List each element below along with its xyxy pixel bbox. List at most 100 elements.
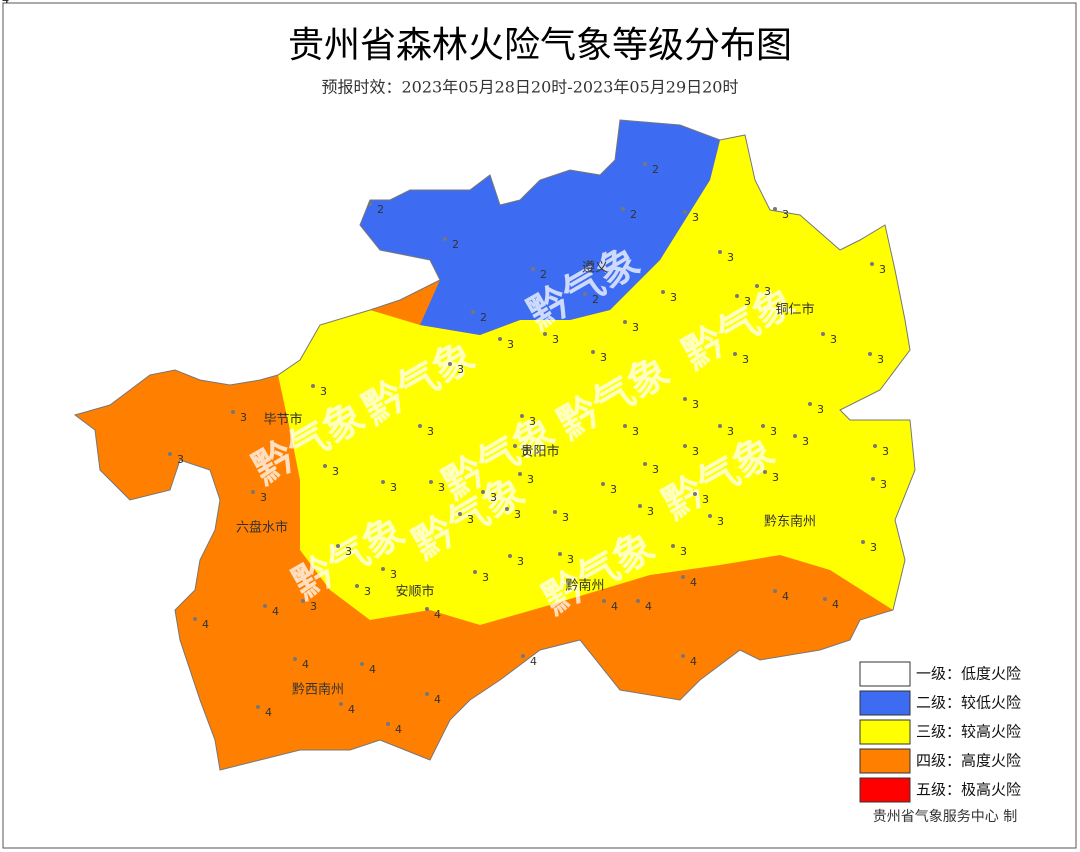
station-level: 2 xyxy=(592,293,599,306)
station-level: 4 xyxy=(395,723,402,736)
station-dot xyxy=(521,654,525,658)
station-dot xyxy=(735,294,739,298)
station-level: 2 xyxy=(377,203,384,216)
station-dot xyxy=(473,570,477,574)
station-level: 3 xyxy=(717,515,724,528)
station-dot xyxy=(870,262,874,266)
legend-swatch xyxy=(859,777,911,803)
station-dot xyxy=(425,692,429,696)
station-dot xyxy=(718,250,722,254)
station-dot xyxy=(193,617,197,621)
station-dot xyxy=(681,654,685,658)
station-level: 2 xyxy=(452,238,459,251)
station-level: 3 xyxy=(517,555,524,568)
legend-label: 二级：较低火险 xyxy=(916,694,1021,712)
station-level: 4 xyxy=(782,590,789,603)
station-dot xyxy=(531,267,535,271)
legend-swatch xyxy=(859,661,911,687)
station-dot xyxy=(458,512,462,516)
station-level: 4 xyxy=(434,693,441,706)
station-level: 3 xyxy=(670,291,677,304)
station-level: 4 xyxy=(611,600,618,613)
legend-swatch xyxy=(859,748,911,774)
city-label: 铜仁市 xyxy=(775,302,814,318)
station-dot xyxy=(621,207,625,211)
city-label: 黔南州 xyxy=(565,578,604,594)
station-dot xyxy=(301,599,305,603)
station-dot xyxy=(868,352,872,356)
station-level: 3 xyxy=(744,295,751,308)
station-dot xyxy=(386,722,390,726)
station-dot xyxy=(681,575,685,579)
station-level: 3 xyxy=(830,333,837,346)
station-dot xyxy=(871,477,875,481)
station-level: 3 xyxy=(877,353,884,366)
legend-label: 一级：低度火险 xyxy=(916,665,1021,683)
zone-level-3 xyxy=(278,135,915,625)
station-dot xyxy=(763,470,767,474)
zone-level-2 xyxy=(360,120,720,335)
station-level: 2 xyxy=(652,163,659,176)
legend-label: 五级：极高火险 xyxy=(916,781,1021,799)
station-level: 2 xyxy=(540,268,547,281)
station-level: 3 xyxy=(652,463,659,476)
station-level: 3 xyxy=(692,398,699,411)
station-level: 3 xyxy=(490,491,497,504)
station-dot xyxy=(168,452,172,456)
credit: 贵州省气象服务中心 制 xyxy=(873,809,1017,825)
station-level: 3 xyxy=(364,585,371,598)
station-level: 3 xyxy=(345,545,352,558)
station-level: 3 xyxy=(742,353,749,366)
station-level: 3 xyxy=(177,453,184,466)
station-level: 3 xyxy=(562,511,569,524)
station-dot xyxy=(481,490,485,494)
station-dot xyxy=(231,410,235,414)
station-level: 3 xyxy=(514,508,521,521)
station-dot xyxy=(448,362,452,366)
station-level: 3 xyxy=(764,285,771,298)
station-level: 4 xyxy=(369,663,376,676)
station-level: 3 xyxy=(692,211,699,224)
station-level: 4 xyxy=(302,658,309,671)
station-dot xyxy=(513,444,517,448)
station-dot xyxy=(429,480,433,484)
station-dot xyxy=(505,507,509,511)
station-level: 3 xyxy=(390,481,397,494)
station-dot xyxy=(623,320,627,324)
station-level: 3 xyxy=(567,553,574,566)
station-level: 4 xyxy=(530,655,537,668)
station-level: 3 xyxy=(727,251,734,264)
station-level: 3 xyxy=(632,425,639,438)
station-dot xyxy=(683,210,687,214)
station-level: 4 xyxy=(2,0,9,6)
station-level: 3 xyxy=(870,541,877,554)
station-dot xyxy=(861,540,865,544)
station-dot xyxy=(543,332,547,336)
station-level: 4 xyxy=(265,706,272,719)
legend-swatch xyxy=(859,690,911,716)
station-level: 3 xyxy=(772,471,779,484)
station-level: 4 xyxy=(690,576,697,589)
station-dot xyxy=(708,514,712,518)
station-level: 3 xyxy=(427,425,434,438)
legend-label: 三级：较高火险 xyxy=(916,723,1021,741)
station-level: 3 xyxy=(310,600,317,613)
station-level: 3 xyxy=(702,493,709,506)
station-dot xyxy=(498,337,502,341)
station-level: 3 xyxy=(240,411,247,424)
station-level: 4 xyxy=(2,0,9,6)
station-level: 3 xyxy=(390,568,397,581)
station-dot xyxy=(773,207,777,211)
station-dot xyxy=(425,607,429,611)
station-dot xyxy=(761,424,765,428)
station-level: 3 xyxy=(332,465,339,478)
station-level: 3 xyxy=(482,571,489,584)
station-level: 3 xyxy=(680,545,687,558)
station-level: 2 xyxy=(630,208,637,221)
station-level: 3 xyxy=(320,385,327,398)
station-dot xyxy=(518,472,522,476)
title: 贵州省森林火险气象等级分布图 xyxy=(288,25,792,66)
station-level: 3 xyxy=(882,445,889,458)
